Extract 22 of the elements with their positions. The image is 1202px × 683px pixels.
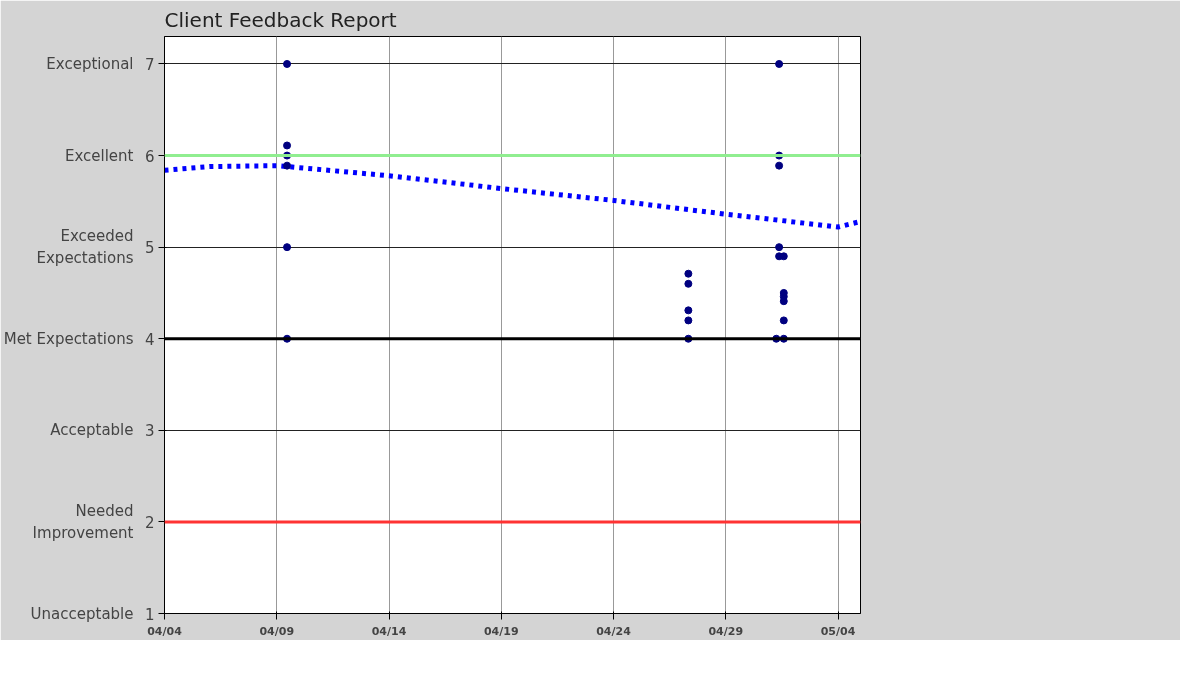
y-tick-label: 5 xyxy=(144,239,155,258)
x-tick-label: 04/24 xyxy=(596,624,632,638)
text: Needed Improvement xyxy=(32,502,134,542)
x-tick-label: 04/19 xyxy=(483,624,519,638)
y-tick-label: 3 xyxy=(144,422,155,441)
text: Exceptional xyxy=(46,54,134,73)
chart-title: Client Feedback Report xyxy=(164,7,397,32)
x-tick-label: 04/04 xyxy=(147,624,183,638)
text: Exceeded Expectations xyxy=(36,227,134,267)
x-tick-label: 04/29 xyxy=(708,624,744,638)
y-tick-label: 4 xyxy=(144,330,155,349)
y-tick-label: 1 xyxy=(144,605,155,624)
y-tick-label: 6 xyxy=(144,147,155,166)
x-tick-label: 04/14 xyxy=(371,624,407,638)
x-tick-label: 05/04 xyxy=(820,624,856,638)
text: Unacceptable xyxy=(30,604,134,623)
y-tick-label: 7 xyxy=(144,55,155,74)
text: Excellent xyxy=(64,146,134,165)
x-tick-label: 04/09 xyxy=(259,624,295,638)
text: Met Expectations xyxy=(3,329,134,348)
text: Acceptable xyxy=(50,421,134,440)
y-tick-label: 2 xyxy=(144,513,155,532)
